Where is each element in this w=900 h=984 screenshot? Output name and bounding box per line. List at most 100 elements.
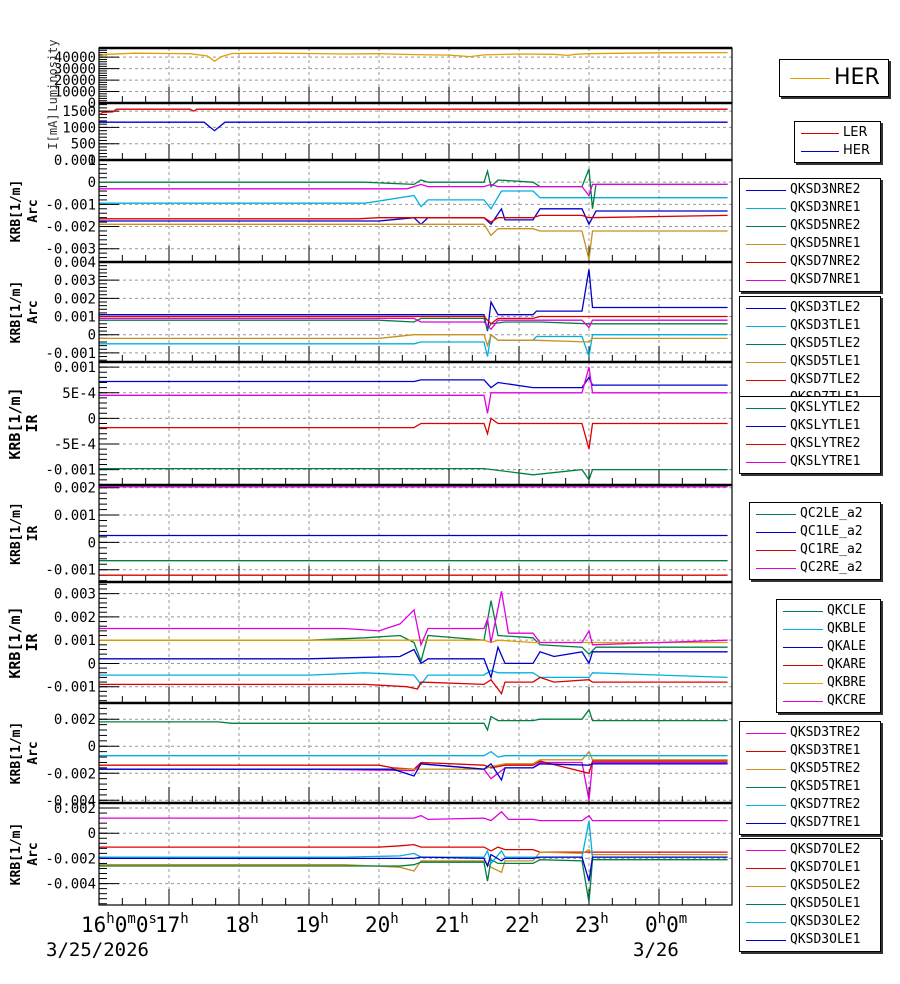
legend-entry: QKSD5NRE1 [740, 235, 880, 253]
legend-label: QKSD7NRE1 [790, 272, 861, 287]
legend-label: QKBLE [827, 621, 867, 636]
series-QKALE [99, 645, 728, 680]
y-axis-label: KRB[1/m] [9, 502, 24, 565]
legend-label: QKSD7TRE1 [790, 815, 861, 830]
series-QKSD5OLE2 [99, 848, 728, 874]
legend-swatch [746, 940, 786, 941]
legend-entry: QKSD3TRE2 [740, 724, 880, 742]
y-axis-label: KRB[1/m] [9, 281, 24, 344]
series-QKSD3OLE1 [99, 853, 728, 882]
legend-swatch [783, 701, 823, 702]
y-tick-label: -0.002 [45, 220, 96, 236]
legend-swatch [746, 344, 786, 345]
legend-swatch [746, 408, 786, 409]
panel-ir-qc: 0.002 0.001 0 -0.001 KRB[1/m] IR [9, 481, 733, 583]
y-tick-label: -0.002 [45, 766, 96, 782]
x-date-label: 3/26 [633, 939, 679, 961]
y-tick-label: 0 [88, 153, 96, 169]
y-tick-label: 0.001 [54, 153, 96, 169]
panel-frame [98, 261, 733, 363]
legend-entry: QKSD3TLE2 [740, 299, 880, 317]
x-tick-label: 18h [225, 911, 259, 937]
series-QKSLYTLE1 [99, 376, 728, 389]
legend-luminosity: HER [779, 59, 889, 97]
y-tick-label: 0 [88, 656, 96, 672]
legend-swatch [746, 280, 786, 281]
y-tick-label: 0 [88, 328, 96, 344]
legend-entry: QKSD7NRE2 [740, 253, 880, 271]
legend-swatch [783, 611, 823, 612]
legend-swatch [746, 208, 786, 209]
y-tick-label: 0.002 [54, 801, 96, 817]
y-tick-label: 500 [71, 137, 96, 153]
y-tick-label: 0.002 [54, 712, 96, 728]
legend-entry: QKSD3NRE2 [740, 181, 880, 199]
series-QKSLYTRE1 [99, 366, 728, 414]
legend-current: LER HER [794, 121, 881, 163]
legend-swatch [746, 751, 786, 752]
legend-entry: QC2LE_a2 [750, 505, 880, 523]
y-tick-label: 1500 [62, 104, 96, 120]
legend-label: QKSD5TRE1 [790, 779, 861, 794]
panel-ir-sly: 0.001 5E-4 0 -5E-4 -0.001 KRB[1/m] IR [6, 360, 733, 486]
y-tick-label: 0.004 [54, 255, 96, 271]
legend-entry: QKSD7OLE1 [740, 859, 880, 877]
legend-label: QKCLE [827, 603, 867, 618]
y-tick-label: 0.003 [54, 587, 96, 603]
legend-swatch [746, 326, 786, 327]
y-tick-label: 10000 [54, 85, 96, 101]
y-tick-label: -0.001 [45, 680, 96, 696]
legend-entry: QKSD5TRE2 [740, 760, 880, 778]
legend-label: QKSD3TRE1 [790, 743, 861, 758]
legend-swatch [801, 133, 839, 134]
y-tick-label: -0.004 [45, 793, 96, 809]
legend-label: QKSD7OLE1 [790, 860, 861, 875]
legend-swatch [746, 380, 786, 381]
y-axis-label: KRB[1/m] [9, 722, 24, 785]
legend-swatch [746, 733, 786, 734]
legend-swatch [746, 922, 786, 923]
legend-entry: QKSD5TLE1 [740, 353, 880, 371]
legend-swatch [783, 665, 823, 666]
legend-entry: QC1LE_a2 [750, 523, 880, 541]
series-QKCRE [99, 591, 728, 647]
legend-entry: QKSLYTRE1 [740, 453, 880, 471]
series-QKSD3NRE2 [99, 207, 728, 226]
legend-ir-sly: QKSLYTLE2 QKSLYTLE1 QKSLYTRE2 QKSLYTRE1 [739, 396, 881, 474]
x-tick-label: 21h [435, 911, 469, 937]
legend-entry: QKARE [777, 656, 880, 674]
y-axis-label: Arc [26, 842, 41, 865]
x-tick-label: 16h0m0s [81, 911, 157, 937]
y-tick-label: 0.003 [54, 273, 96, 289]
x-tick-label: 22h [505, 911, 539, 937]
legend-swatch [746, 787, 786, 788]
y-axis-label: KRB[1/m] [9, 180, 24, 243]
legend-entry: QKBLE [777, 620, 880, 638]
y-tick-label: 0 [88, 535, 96, 551]
y-tick-label: -0.001 [45, 563, 96, 579]
legend-entry: QKSD3TRE1 [740, 742, 880, 760]
y-tick-label: -0.002 [45, 851, 96, 867]
legend-label: LER [843, 125, 868, 140]
legend-label: QKSD3OLE1 [790, 932, 861, 947]
y-tick-label: 0.001 [54, 633, 96, 649]
legend-label: QKSD7NRE2 [790, 254, 861, 269]
legend-label: QKSD5TLE2 [790, 336, 861, 351]
legend-label: HER [843, 143, 871, 158]
legend-entry: HER [784, 60, 884, 96]
series-LER [98, 108, 728, 116]
legend-entry: QKSD7TLE2 [740, 371, 880, 389]
legend-label: QKSD3TRE2 [790, 725, 861, 740]
y-axis-label: KRB[1/m] [9, 823, 24, 886]
x-tick-label: 0h0m [645, 911, 687, 937]
legend-label: HER [834, 65, 880, 90]
legend-entry: QKSD3OLE1 [740, 931, 880, 949]
series-HER [98, 51, 728, 62]
y-tick-label: 0.001 [54, 508, 96, 524]
y-axis-label: I[mA] [46, 113, 60, 149]
y-axis-label: IR [23, 633, 41, 652]
legend-entry: QC1RE_a2 [750, 541, 880, 559]
legend-label: QKSD7TLE2 [790, 372, 861, 387]
